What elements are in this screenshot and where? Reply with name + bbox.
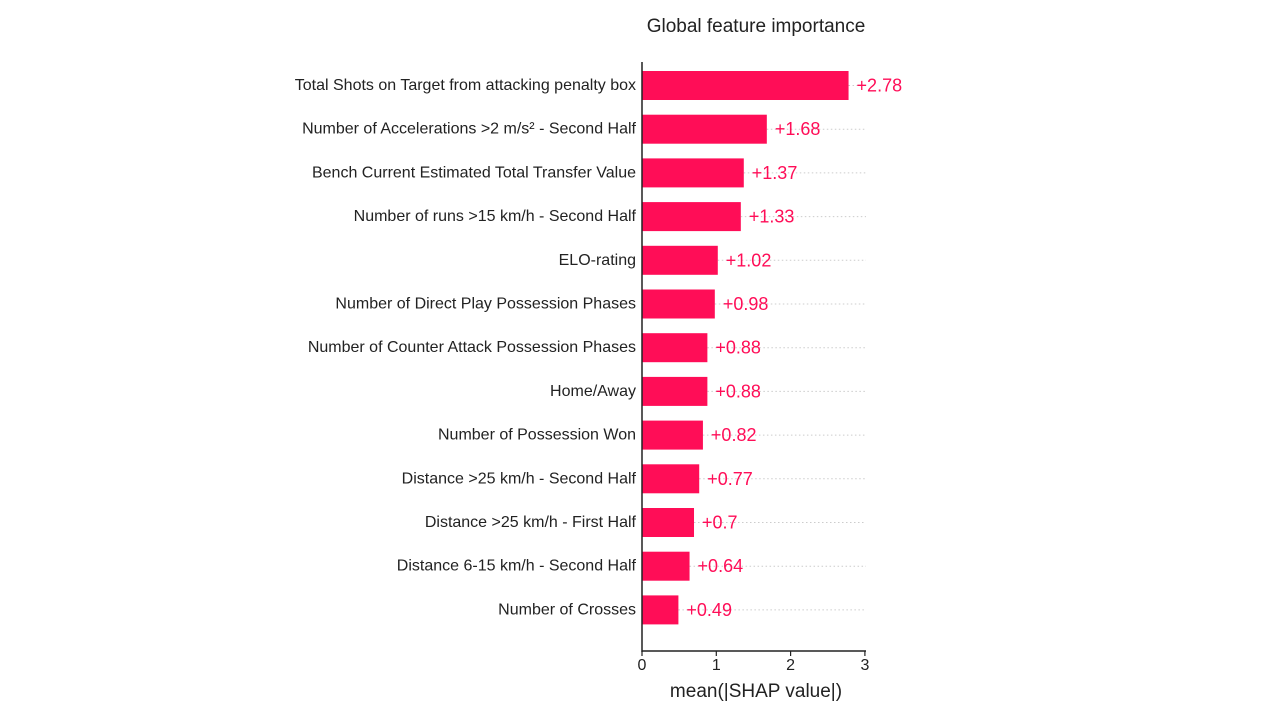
bar xyxy=(642,158,744,188)
bar xyxy=(642,289,715,319)
value-label: +0.64 xyxy=(698,556,744,576)
value-label: +0.77 xyxy=(707,469,753,489)
category-label: Total Shots on Target from attacking pen… xyxy=(295,77,636,94)
category-label: Number of Possession Won xyxy=(438,427,636,444)
y-axis-labels: Total Shots on Target from attacking pen… xyxy=(295,77,637,618)
value-label: +0.88 xyxy=(715,338,761,358)
value-label: +0.98 xyxy=(723,294,769,314)
x-axis-ticks: 0 1 2 3 xyxy=(638,651,869,674)
bar xyxy=(642,464,700,494)
category-label: Number of Accelerations >2 m/s² - Second… xyxy=(302,121,636,138)
value-label: +1.68 xyxy=(775,119,821,139)
category-label: Number of Direct Play Possession Phases xyxy=(335,296,636,313)
value-labels: +2.78 +1.68 +1.37 +1.33 +1.02 +0.98 +0.88 +0.88… xyxy=(686,76,902,620)
value-label: +0.49 xyxy=(686,600,732,620)
bar xyxy=(642,245,718,275)
category-label: Distance 6-15 km/h - Second Half xyxy=(397,558,637,575)
value-label: +1.02 xyxy=(726,250,772,270)
bars xyxy=(642,71,849,625)
category-label: Home/Away xyxy=(550,383,636,400)
x-tick-label: 3 xyxy=(860,657,869,674)
bar xyxy=(642,71,849,100)
category-label: ELO-rating xyxy=(559,252,636,269)
category-label: Number of runs >15 km/h - Second Half xyxy=(354,208,637,225)
value-label: +1.33 xyxy=(749,207,795,227)
bar xyxy=(642,376,708,406)
category-label: Number of Crosses xyxy=(498,601,636,618)
bar xyxy=(642,551,690,581)
category-label: Bench Current Estimated Total Transfer V… xyxy=(312,164,636,181)
bar xyxy=(642,202,741,232)
bar xyxy=(642,595,679,625)
guide-lines xyxy=(678,85,866,611)
category-label: Distance >25 km/h - Second Half xyxy=(402,470,637,487)
value-label: +0.82 xyxy=(711,425,757,445)
x-tick-label: 1 xyxy=(712,657,721,674)
value-label: +0.88 xyxy=(715,381,761,401)
value-label: +2.78 xyxy=(857,76,903,96)
bar xyxy=(642,420,703,450)
x-tick-label: 0 xyxy=(638,657,647,674)
bar xyxy=(642,114,767,144)
value-label: +0.7 xyxy=(702,513,738,533)
x-axis-label: mean(|SHAP value|) xyxy=(670,681,842,702)
bar xyxy=(642,508,695,537)
category-label: Distance >25 km/h - First Half xyxy=(425,514,637,531)
category-label: Number of Counter Attack Possession Phas… xyxy=(308,339,636,356)
bar xyxy=(642,333,708,363)
chart-title: Global feature importance xyxy=(647,16,866,37)
x-tick-label: 2 xyxy=(786,657,795,674)
value-label: +1.37 xyxy=(752,163,798,183)
